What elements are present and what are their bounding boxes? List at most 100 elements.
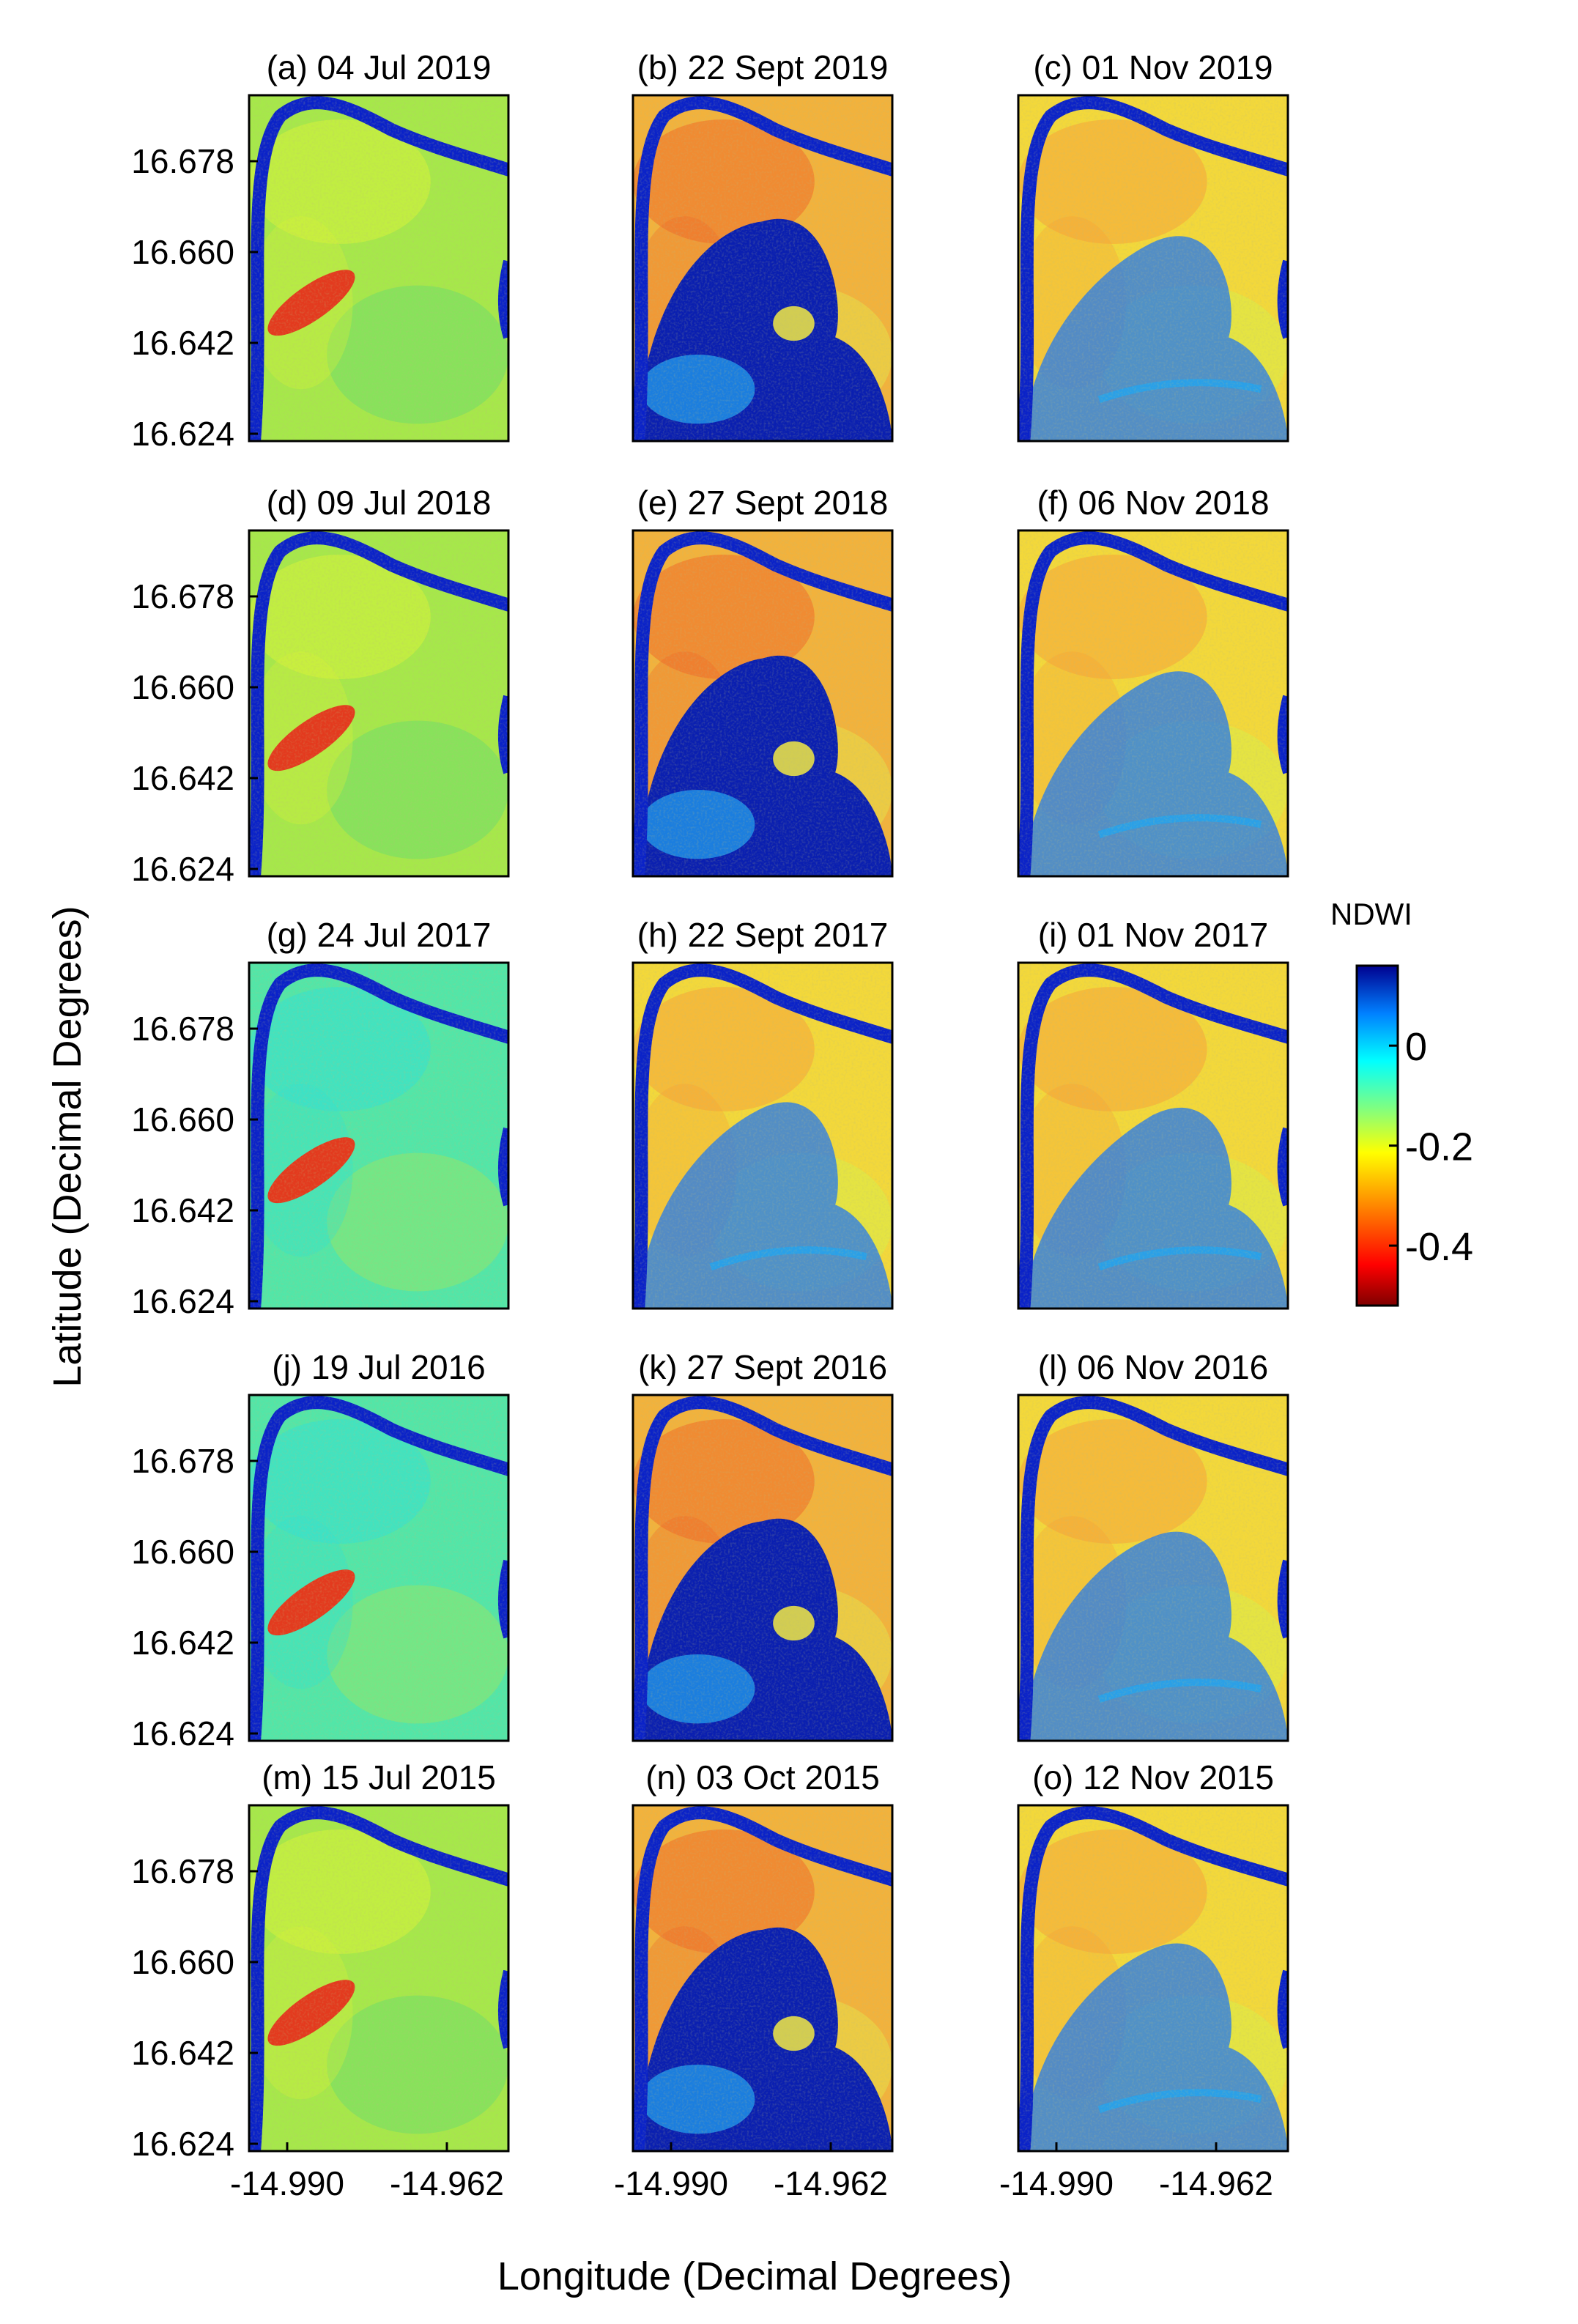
panel-l: (l) 06 Nov 2016 [1017,1348,1289,1742]
panel-frame [1017,94,1289,443]
panel-image [1018,530,1288,876]
panel-frame [631,94,894,443]
panel-frame [1017,1394,1289,1742]
panel-image [1018,1805,1288,2151]
y-tick-label: 16.642 [131,1624,234,1662]
colorbar: NDWI 0 -0.2 -0.4 [1330,897,1473,1307]
panel-frame [248,1804,510,2153]
panel-title: (o) 12 Nov 2015 [1032,1758,1274,1796]
y-tick-label: 16.642 [131,2034,234,2072]
y-tick-label: 16.624 [131,1282,234,1320]
panel-image [633,1395,892,1741]
panel-title: (b) 22 Sept 2019 [637,48,889,86]
panel-frame [631,529,894,878]
y-tick-label: 16.624 [131,1714,234,1753]
y-tick-label: 16.660 [131,668,234,706]
speckle [633,1805,892,2151]
panel-title: (j) 19 Jul 2016 [272,1348,486,1386]
colorbar-title: NDWI [1330,897,1412,931]
x-tick-label: -14.990 [614,2164,728,2202]
panel-a: (a) 04 Jul 2019 [248,48,510,443]
speckle [249,95,508,441]
panel-frame [1017,529,1289,878]
panel-title: (m) 15 Jul 2015 [262,1758,496,1796]
panel-title: (k) 27 Sept 2016 [638,1348,887,1386]
y-tick-label: 16.642 [131,324,234,362]
x-tick-label: -14.990 [230,2164,344,2202]
panel-image [249,530,508,876]
panel-frame [248,94,510,443]
panel-image [633,1805,892,2151]
panel-frame [631,1394,894,1742]
panel-title: (d) 09 Jul 2018 [267,484,492,522]
panel-image [1018,95,1288,441]
panel-image [1018,1395,1288,1741]
panel-frame [631,961,894,1310]
panel-image [633,530,892,876]
panel-title: (e) 27 Sept 2018 [637,484,889,522]
y-tick-label: 16.660 [131,233,234,271]
colorbar-ticks: 0 -0.2 -0.4 [1389,1025,1473,1269]
speckle [1018,1395,1288,1741]
speckle [249,963,508,1309]
x-tick-label: -14.962 [1159,2164,1273,2202]
y-tick-label: 16.660 [131,1533,234,1571]
panel-image [633,95,892,441]
speckle [249,530,508,876]
y-tick-label: 16.660 [131,1943,234,1981]
y-tick-label: 16.678 [131,1442,234,1480]
panel-frame [248,529,510,878]
speckle [249,1805,508,2151]
panel-title: (i) 01 Nov 2017 [1038,916,1269,954]
panel-image [1018,963,1288,1309]
panel-image [249,95,508,441]
panel-frame [248,1394,510,1742]
panel-title: (h) 22 Sept 2017 [637,916,889,954]
colorbar-tick-label: -0.2 [1405,1125,1473,1169]
colorbar-tick-label: -0.4 [1405,1225,1473,1269]
panel-title: (c) 01 Nov 2019 [1033,48,1273,86]
speckle [633,95,892,441]
panel-image [249,1395,508,1741]
panel-title: (f) 06 Nov 2018 [1037,484,1269,522]
panel-h: (h) 22 Sept 2017 [631,916,894,1310]
panel-frame [1017,961,1289,1310]
panel-g: (g) 24 Jul 2017 [248,916,510,1310]
panel-i: (i) 01 Nov 2017 [1017,916,1289,1310]
y-tick-label: 16.624 [131,850,234,888]
panel-title: (a) 04 Jul 2019 [267,48,492,86]
speckle [633,963,892,1309]
panel-frame [248,961,510,1310]
panel-frame [1017,1804,1289,2153]
y-tick-label: 16.642 [131,759,234,797]
speckle [1018,530,1288,876]
speckle [633,530,892,876]
colorbar-bar [1355,964,1399,1307]
panel-grid: (a) 04 Jul 2019 (b) 22 Sept 2019 (c) 01 No… [248,48,1289,2153]
y-tick-label: 16.624 [131,2125,234,2163]
y-tick-label: 16.642 [131,1191,234,1229]
y-tick-label: 16.678 [131,1010,234,1048]
panel-b: (b) 22 Sept 2019 [631,48,894,443]
y-axis-label: Latitude (Decimal Degrees) [45,906,89,1387]
y-tick-label: 16.678 [131,142,234,180]
speckle [633,1395,892,1741]
panel-title: (n) 03 Oct 2015 [645,1758,880,1796]
panel-image [633,963,892,1309]
y-tick-label: 16.624 [131,415,234,453]
panel-m: (m) 15 Jul 2015 [248,1758,510,2153]
speckle [1018,95,1288,441]
panel-j: (j) 19 Jul 2016 [248,1348,510,1742]
x-axis-label: Longitude (Decimal Degrees) [497,2254,1012,2298]
x-tick-label: -14.962 [774,2164,888,2202]
colorbar-tick-label: 0 [1405,1025,1427,1069]
panel-frame [631,1804,894,2153]
panel-image [249,963,508,1309]
panel-n: (n) 03 Oct 2015 [631,1758,894,2153]
y-tick-label: 16.660 [131,1100,234,1139]
panel-title: (g) 24 Jul 2017 [267,916,492,954]
speckle [1018,963,1288,1309]
y-tick-label: 16.678 [131,577,234,615]
speckle [1018,1805,1288,2151]
panel-d: (d) 09 Jul 2018 [248,484,510,878]
